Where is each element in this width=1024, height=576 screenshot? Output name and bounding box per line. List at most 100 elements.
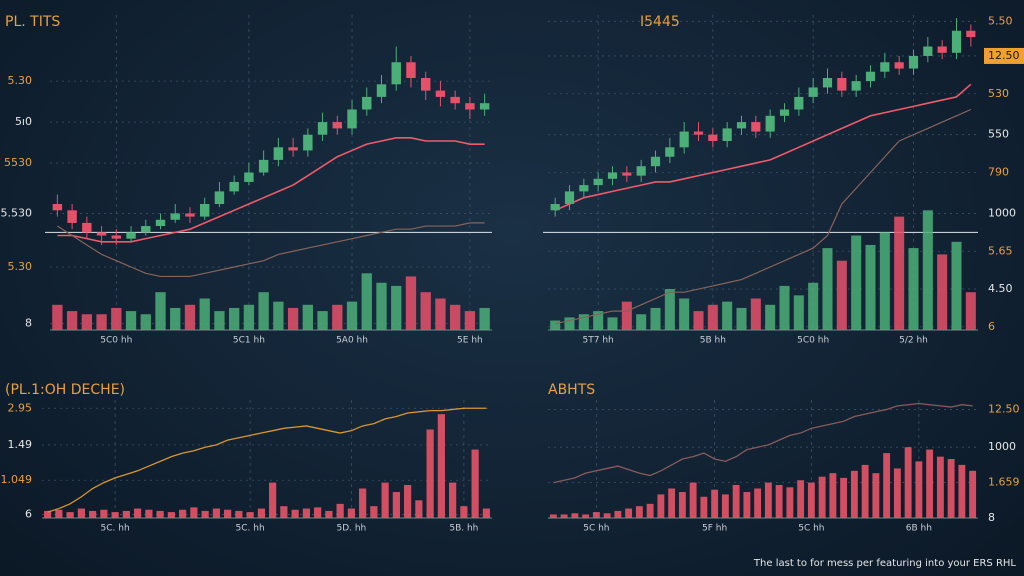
x-tick-label: 5C0 hh — [100, 336, 132, 346]
volume-bar — [621, 301, 632, 330]
candle-body — [865, 71, 876, 82]
volume-bar — [908, 248, 919, 330]
bar — [212, 508, 220, 518]
y-tick-label: 2.95 — [8, 401, 33, 414]
volume-bar — [765, 304, 776, 330]
bar — [145, 509, 153, 518]
y-tick-label: 530 — [988, 87, 1009, 100]
y-tick-label: 8 — [25, 317, 32, 330]
volume-bar — [922, 210, 933, 330]
candle-body — [199, 204, 210, 217]
bar — [775, 484, 783, 518]
volume-bar — [52, 304, 63, 330]
line — [57, 137, 485, 243]
candle-body — [722, 128, 732, 141]
y-tick-label: 5.530 — [1, 206, 33, 219]
candle-body — [391, 62, 401, 85]
volume-bar — [822, 248, 833, 330]
candle-body — [679, 131, 689, 148]
candle-body — [822, 78, 833, 88]
volume-bar — [479, 307, 490, 330]
y-tick-label: 5.50 — [988, 14, 1013, 27]
bar — [872, 473, 880, 518]
volume-bar — [836, 260, 847, 330]
panel-title: (PL.1:OH DECHE) — [5, 382, 125, 398]
volume-bar — [894, 216, 905, 330]
bar — [786, 487, 794, 518]
bar — [437, 414, 445, 518]
bar — [66, 512, 74, 518]
y-tick-label: 8 — [988, 511, 995, 524]
volume-bar — [214, 311, 225, 330]
volume-bar — [736, 307, 747, 330]
volume-bar — [96, 314, 107, 330]
volume-bar — [361, 273, 372, 330]
volume-bar — [317, 311, 328, 330]
candle-body — [332, 122, 343, 129]
bar — [122, 510, 130, 518]
candle-body — [111, 235, 122, 239]
candle-body — [607, 172, 618, 179]
bar — [111, 512, 119, 518]
bar — [381, 482, 389, 518]
bar — [797, 480, 805, 518]
x-tick-label: 5C hh — [798, 524, 824, 534]
y-tick-label: 1.49 — [8, 438, 33, 451]
candle-body — [406, 62, 416, 78]
candle-body — [736, 122, 747, 129]
bar — [392, 492, 400, 518]
volume-bar — [140, 314, 151, 330]
bar — [807, 482, 815, 518]
volume-bar — [865, 244, 876, 330]
candle-body — [937, 46, 947, 53]
bar — [235, 510, 243, 518]
candle-body — [347, 109, 357, 129]
candle-body — [67, 210, 77, 223]
panel-title: I5445 — [640, 14, 680, 30]
volume-bar — [184, 304, 196, 330]
bar — [840, 477, 848, 518]
bar — [850, 470, 858, 518]
candle-body — [244, 172, 254, 182]
candle-body — [288, 147, 298, 151]
volume-bar — [287, 307, 299, 330]
y-tick-label: 12.50 — [988, 402, 1020, 415]
bar — [167, 512, 175, 518]
bar — [415, 500, 423, 518]
candle-body — [465, 103, 475, 110]
x-tick-label: 5C. hh — [101, 524, 130, 534]
candle-body — [851, 81, 861, 91]
volume-bar — [258, 292, 269, 330]
bar — [179, 509, 187, 518]
candle-body — [317, 122, 328, 135]
bar — [947, 459, 955, 518]
candle-body — [951, 30, 962, 53]
candle-body — [185, 213, 195, 217]
bar — [893, 468, 901, 518]
candle-body — [779, 109, 790, 116]
y-tick-label: 550 — [988, 128, 1009, 141]
volume-bar — [435, 298, 446, 330]
footer: The last to for mess per featuring into … — [753, 558, 1016, 569]
candle-body — [765, 115, 775, 132]
y-tick-label: 6 — [988, 320, 995, 333]
volume-bar — [346, 301, 358, 330]
volume-bar — [420, 292, 431, 330]
candle-body — [435, 90, 446, 97]
x-tick-label: 5T7 hh — [583, 336, 614, 346]
bar — [754, 488, 762, 518]
bar — [471, 449, 479, 518]
y-tick-label: 5ı0 — [15, 115, 32, 128]
y-tick-label: 1.659 — [988, 476, 1020, 489]
bar — [603, 513, 611, 518]
candle-body — [564, 191, 575, 204]
candle-body — [52, 204, 63, 211]
bar — [359, 488, 367, 518]
volume-bar — [879, 232, 890, 330]
volume-bar — [391, 285, 402, 330]
volume-bar — [155, 292, 166, 330]
volume-bar — [693, 311, 704, 330]
bar — [915, 461, 923, 518]
volume-bar — [229, 307, 240, 330]
bar — [549, 514, 557, 518]
